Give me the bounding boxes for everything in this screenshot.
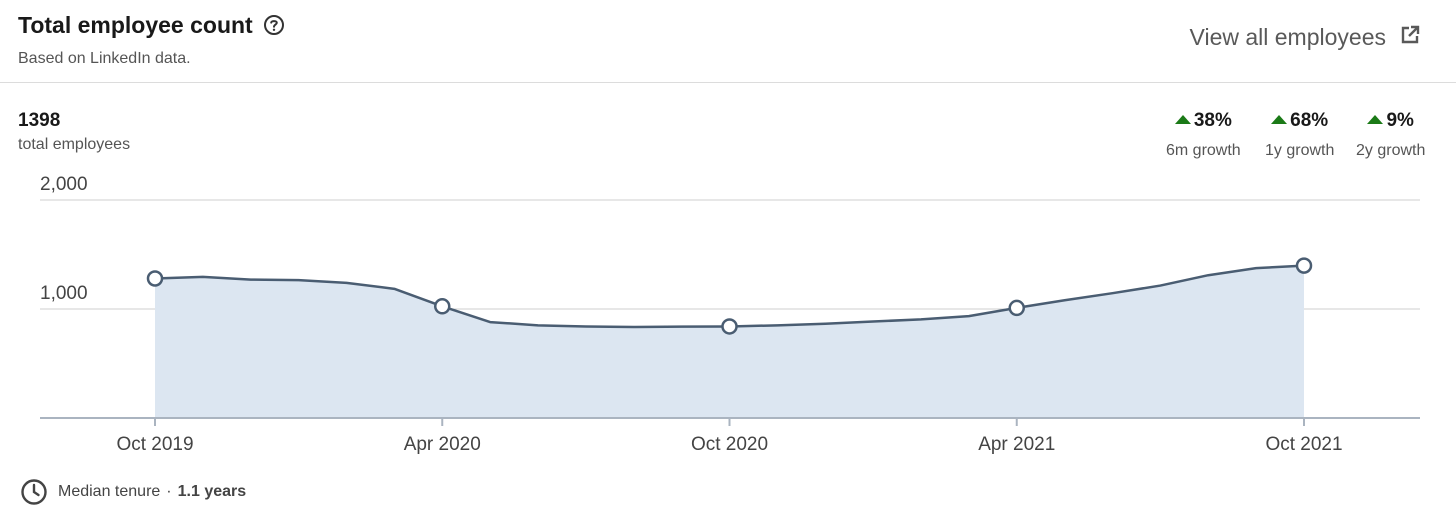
x-tick-label: Apr 2021 — [978, 434, 1055, 455]
growth-6m-label: 6m growth — [1166, 142, 1241, 159]
page-title: Total employee count — [18, 12, 253, 38]
header-divider — [0, 82, 1456, 83]
area-fill — [155, 265, 1304, 418]
median-tenure: Median tenure · 1.1 years — [20, 478, 246, 506]
up-arrow-icon — [1174, 115, 1191, 124]
data-point — [146, 270, 164, 287]
page-subtitle: Based on LinkedIn data. — [18, 50, 191, 67]
growth-6m-value: 38% — [1193, 110, 1232, 131]
growth-2y-label: 2y growth — [1356, 142, 1426, 159]
total-employees-label: total employees — [18, 136, 131, 153]
data-point — [721, 318, 738, 335]
employee-count-chart: 1,000 2,000 Oct 2019 Apr 2020 Oct 2020 Apr 20… — [40, 174, 1420, 455]
growth-1y-value: 68% — [1290, 110, 1329, 131]
growth-1y: 68% 1y growth — [1265, 110, 1334, 160]
up-arrow-icon — [1271, 115, 1288, 124]
view-all-employees-link[interactable]: View all employees — [1190, 24, 1420, 51]
data-point — [434, 298, 451, 315]
external-link-icon — [1401, 25, 1420, 43]
y-tick-label: 2,000 — [40, 174, 88, 195]
tenure-separator: · — [166, 483, 172, 500]
data-point — [1008, 299, 1025, 317]
growth-2y: 9% 2y growth — [1356, 110, 1425, 160]
growth-1y-label: 1y growth — [1265, 142, 1335, 159]
growth-6m: 38% 6m growth — [1166, 110, 1241, 160]
help-icon[interactable] — [263, 14, 285, 36]
tenure-label: Median tenure — [58, 483, 161, 500]
x-tick-label: Oct 2021 — [1265, 434, 1342, 455]
tenure-value: 1.1 years — [177, 483, 247, 500]
growth-2y-value: 9% — [1386, 110, 1414, 131]
x-tick-label: Apr 2020 — [404, 434, 481, 455]
clock-icon — [21, 479, 47, 505]
data-point — [1295, 257, 1313, 274]
y-tick-label: 1,000 — [40, 283, 88, 304]
x-tick-label: Oct 2019 — [116, 434, 193, 455]
up-arrow-icon — [1367, 115, 1384, 124]
x-tick-label: Oct 2020 — [691, 434, 768, 455]
total-employees-value: 1398 — [18, 110, 61, 131]
view-all-label: View all employees — [1189, 24, 1386, 50]
